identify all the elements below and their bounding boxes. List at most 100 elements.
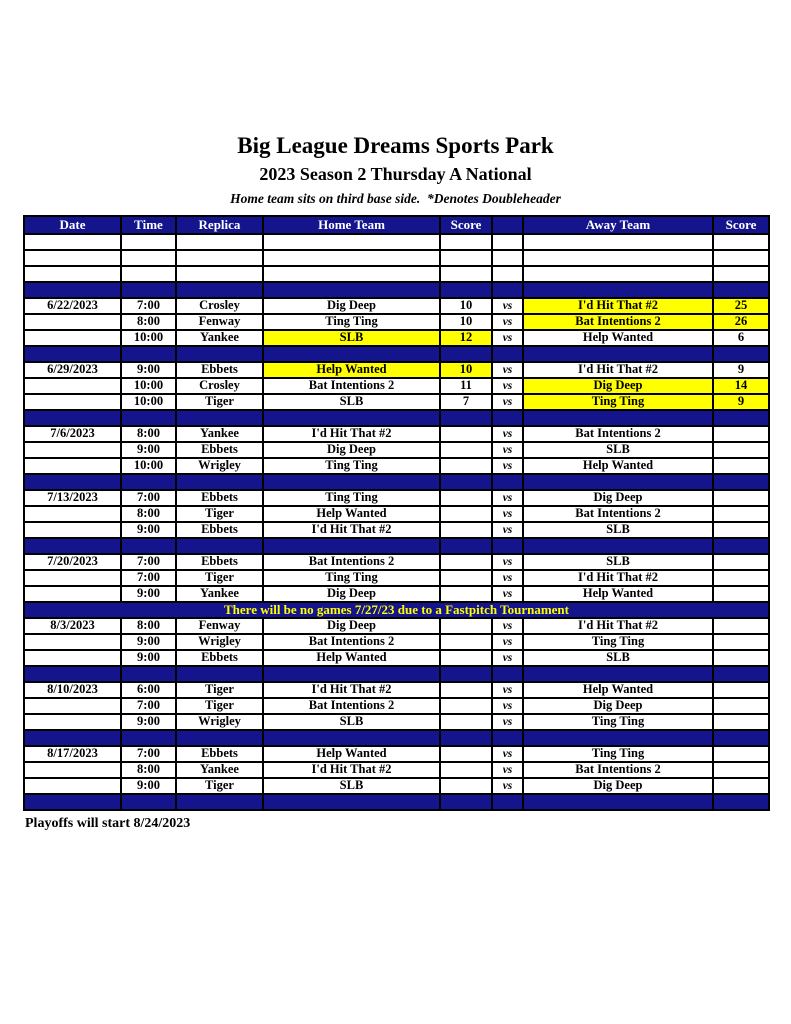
- separator-cell: [175, 473, 264, 492]
- empty-cell: [175, 233, 264, 252]
- separator-cell: [175, 537, 264, 556]
- time-cell: 10:00: [120, 393, 177, 412]
- game-row: 6/29/2023 9:00 Ebbets Help Wanted 10 vs I'd Hi…: [23, 361, 770, 380]
- separator-cell: [439, 793, 493, 812]
- away-score-cell: [712, 633, 770, 652]
- vs-cell: vs: [491, 489, 524, 508]
- separator-cell: [439, 665, 493, 684]
- away-score-cell: [712, 697, 770, 716]
- page-note: Home team sits on third base side. *Deno…: [230, 191, 561, 207]
- time-cell: 7:00: [120, 553, 177, 572]
- home-score-cell: [439, 745, 493, 764]
- away-score-cell: [712, 617, 770, 636]
- date-cell: [23, 393, 122, 412]
- header-replica: Replica: [175, 215, 264, 236]
- home-team-cell: Bat Intentions 2: [262, 553, 441, 572]
- date-cell: [23, 697, 122, 716]
- away-score-cell: [712, 649, 770, 668]
- separator-cell: [120, 473, 177, 492]
- separator-cell: [712, 473, 770, 492]
- vs-cell: vs: [491, 585, 524, 604]
- date-cell: [23, 585, 122, 604]
- time-cell: 9:00: [120, 649, 177, 668]
- game-row: 8/3/2023 8:00 Fenway Dig Deep vs I'd Hit That…: [23, 617, 770, 636]
- separator-cell: [491, 409, 524, 428]
- separator-cell: [23, 665, 122, 684]
- separator-row: [23, 473, 770, 492]
- empty-cell: [491, 249, 524, 268]
- replica-cell: Yankee: [175, 329, 264, 348]
- home-team-cell: Ting Ting: [262, 313, 441, 332]
- separator-row: [23, 793, 770, 812]
- separator-cell: [491, 345, 524, 364]
- away-team-cell: Ting Ting: [522, 393, 714, 412]
- time-cell: 9:00: [120, 521, 177, 540]
- separator-row: [23, 345, 770, 364]
- vs-cell: vs: [491, 505, 524, 524]
- separator-cell: [23, 345, 122, 364]
- game-row: 7/20/2023 7:00 Ebbets Bat Intentions 2 vs SLB: [23, 553, 770, 572]
- time-cell: 8:00: [120, 425, 177, 444]
- away-team-cell: Ting Ting: [522, 633, 714, 652]
- separator-row: [23, 665, 770, 684]
- empty-cell: [439, 249, 493, 268]
- game-row: 10:00 Yankee SLB 12 vs Help Wanted 6: [23, 329, 770, 348]
- away-score-cell: 9: [712, 393, 770, 412]
- vs-cell: vs: [491, 569, 524, 588]
- replica-cell: Ebbets: [175, 489, 264, 508]
- replica-cell: Yankee: [175, 585, 264, 604]
- replica-cell: Wrigley: [175, 633, 264, 652]
- away-team-cell: Ting Ting: [522, 713, 714, 732]
- date-cell: 8/10/2023: [23, 681, 122, 700]
- away-team-cell: SLB: [522, 441, 714, 460]
- home-team-cell: SLB: [262, 777, 441, 796]
- home-team-cell: Help Wanted: [262, 361, 441, 380]
- date-cell: [23, 521, 122, 540]
- empty-cell: [175, 265, 264, 284]
- home-team-cell: SLB: [262, 329, 441, 348]
- separator-cell: [522, 281, 714, 300]
- away-score-cell: [712, 553, 770, 572]
- away-team-cell: Bat Intentions 2: [522, 505, 714, 524]
- date-cell: 6/29/2023: [23, 361, 122, 380]
- header-vs: [491, 215, 524, 236]
- schedule-table: Date Time Replica Home Team Score Away T…: [23, 215, 770, 812]
- away-score-cell: [712, 441, 770, 460]
- replica-cell: Tiger: [175, 569, 264, 588]
- away-team-cell: I'd Hit That #2: [522, 361, 714, 380]
- game-row: 9:00 Wrigley SLB vs Ting Ting: [23, 713, 770, 732]
- page-title: Big League Dreams Sports Park: [237, 133, 554, 158]
- home-score-cell: 10: [439, 313, 493, 332]
- vs-cell: vs: [491, 441, 524, 460]
- home-team-cell: Bat Intentions 2: [262, 377, 441, 396]
- replica-cell: Fenway: [175, 313, 264, 332]
- date-cell: 7/20/2023: [23, 553, 122, 572]
- time-cell: 10:00: [120, 329, 177, 348]
- home-score-cell: [439, 585, 493, 604]
- separator-cell: [439, 345, 493, 364]
- game-row: 9:00 Ebbets Dig Deep vs SLB: [23, 441, 770, 460]
- home-score-cell: [439, 425, 493, 444]
- home-score-cell: [439, 649, 493, 668]
- separator-cell: [439, 281, 493, 300]
- date-cell: [23, 457, 122, 476]
- empty-cell: [712, 233, 770, 252]
- replica-cell: Crosley: [175, 297, 264, 316]
- vs-cell: vs: [491, 329, 524, 348]
- game-row: 10:00 Wrigley Ting Ting vs Help Wanted: [23, 457, 770, 476]
- away-team-cell: I'd Hit That #2: [522, 617, 714, 636]
- vs-cell: vs: [491, 457, 524, 476]
- vs-cell: vs: [491, 313, 524, 332]
- separator-cell: [120, 665, 177, 684]
- empty-cell: [23, 265, 122, 284]
- home-score-cell: 7: [439, 393, 493, 412]
- game-row: 6/22/2023 7:00 Crosley Dig Deep 10 vs I'd Hit …: [23, 297, 770, 316]
- empty-cell: [120, 265, 177, 284]
- home-score-cell: [439, 777, 493, 796]
- separator-cell: [120, 793, 177, 812]
- home-team-cell: Bat Intentions 2: [262, 697, 441, 716]
- home-score-cell: 10: [439, 297, 493, 316]
- replica-cell: Tiger: [175, 697, 264, 716]
- vs-cell: vs: [491, 361, 524, 380]
